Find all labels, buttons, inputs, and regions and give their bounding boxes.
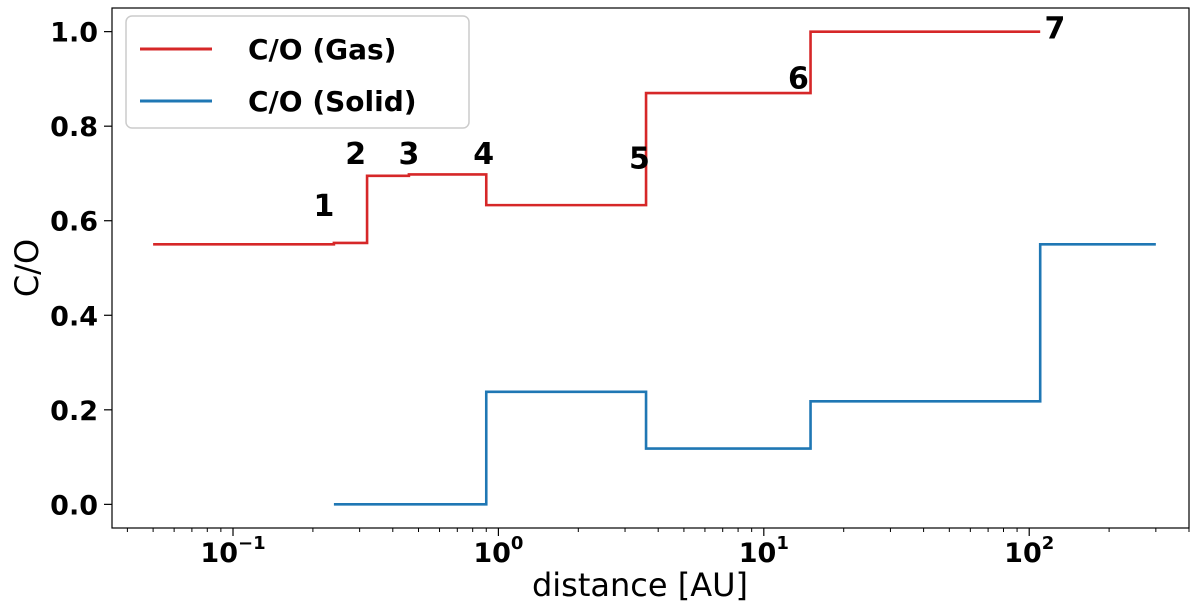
x-tick-base: 10 — [739, 538, 777, 569]
x-tick-label: 102 — [1004, 533, 1054, 569]
y-axis-title: C/O — [8, 239, 46, 297]
annotation-label: 4 — [473, 137, 494, 172]
x-tick-base: 10 — [1004, 538, 1042, 569]
x-tick-label: 10−1 — [200, 533, 265, 569]
annotation-label: 7 — [1044, 12, 1065, 47]
y-tick-label: 0.2 — [50, 396, 98, 427]
x-tick-base: 10 — [473, 538, 511, 569]
y-tick-label: 0.8 — [50, 112, 98, 143]
legend: C/O (Gas) C/O (Solid) — [125, 15, 470, 129]
y-tick-label: 1.0 — [50, 18, 98, 49]
series-line-gas — [153, 30, 1041, 246]
x-tick-base: 10 — [200, 538, 238, 569]
y-tick-label: 0.4 — [50, 301, 98, 332]
annotation-label: 5 — [629, 142, 650, 177]
series-layer — [153, 30, 1156, 506]
annotation-label: 1 — [313, 189, 334, 224]
x-tick-label: 101 — [739, 533, 789, 569]
x-tick-exponent: 2 — [1042, 533, 1055, 554]
series-line-solid — [333, 243, 1156, 506]
annotation-label: 6 — [788, 61, 809, 96]
legend-label-gas: C/O (Gas) — [248, 33, 396, 66]
ticks-layer: 0.00.20.40.60.81.010−1 100 101 102 — [50, 18, 1190, 569]
annotation-label: 3 — [398, 137, 419, 172]
y-tick-label: 0.0 — [50, 490, 98, 521]
x-tick-exponent: 0 — [511, 533, 524, 554]
x-tick-label: 100 — [473, 533, 523, 569]
annotations-layer: 12 3 4 5 6 7 — [313, 12, 1065, 224]
x-tick-exponent: 1 — [776, 533, 789, 554]
x-tick-exponent: −1 — [238, 533, 266, 554]
y-tick-label: 0.6 — [50, 207, 98, 238]
x-axis-title: distance [AU] — [532, 566, 748, 604]
annotation-label: 2 — [345, 137, 366, 172]
legend-label-solid: C/O (Solid) — [248, 85, 417, 118]
